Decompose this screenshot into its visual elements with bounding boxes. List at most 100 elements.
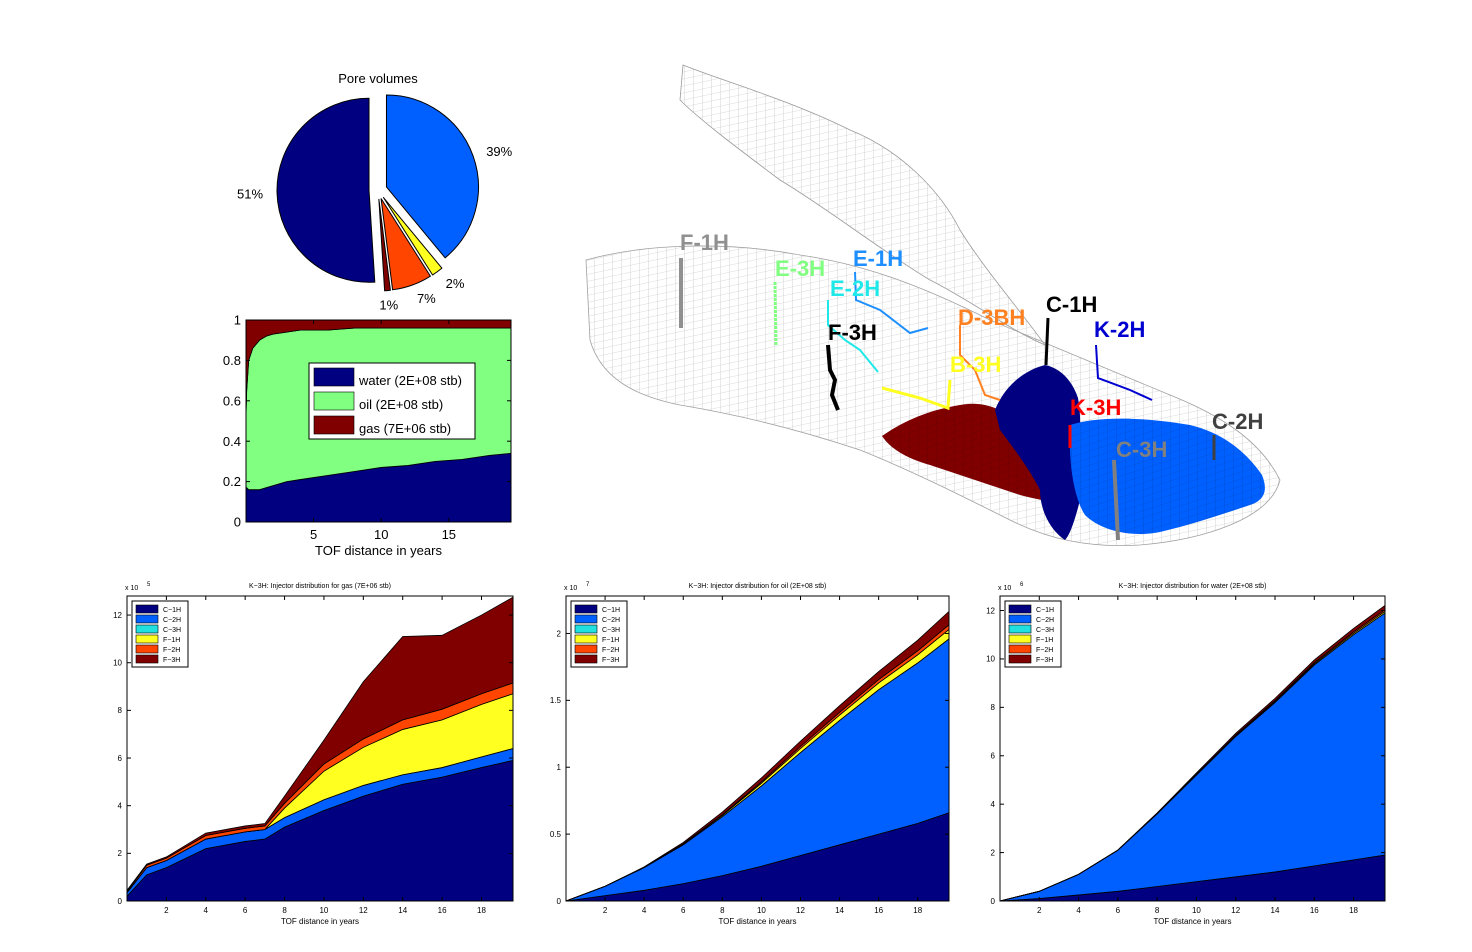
oil-legend-swatch-2 — [574, 624, 598, 634]
oil-legend-label-0: C−1H — [602, 607, 620, 614]
gas-legend-label-0: C−1H — [163, 607, 181, 614]
water-ytick-label-1: 2 — [991, 848, 996, 857]
water-ytick-label-6: 12 — [986, 606, 995, 615]
water-xtick-label-0: 2 — [1037, 906, 1042, 915]
frac-ytick-label-5: 1 — [234, 313, 241, 328]
well-label-e2h: E-2H — [830, 276, 880, 301]
oil-xtick-label-4: 10 — [757, 906, 766, 915]
pie-slice-4 — [378, 198, 391, 292]
oil-xtick-label-3: 8 — [720, 906, 725, 915]
water-legend-swatch-3 — [1008, 634, 1032, 644]
water-legend-swatch-5 — [1008, 654, 1032, 664]
frac-xtick-label-1: 10 — [374, 527, 388, 542]
pie-slice-1 — [385, 94, 479, 259]
oil-legend-label-4: F−2H — [602, 647, 619, 654]
well-label-k3h: K-3H — [1070, 395, 1121, 420]
gas-legend-swatch-4 — [135, 644, 159, 654]
water-legend-label-5: F−3H — [1036, 657, 1053, 664]
water-legend-swatch-4 — [1008, 644, 1032, 654]
water-y-exponent: x 10 — [998, 585, 1011, 592]
oil-ytick-label-2: 1 — [557, 763, 562, 772]
gas-legend-swatch-1 — [135, 614, 159, 624]
water-xtick-label-8: 18 — [1349, 906, 1358, 915]
frac-ytick-label-3: 0.6 — [223, 393, 241, 408]
water-legend-swatch-1 — [1008, 614, 1032, 624]
frac-xtick-label-2: 15 — [442, 527, 456, 542]
gas-title: K−3H: Injector distribution for gas (7E+… — [249, 583, 391, 590]
gas-legend-label-4: F−2H — [163, 647, 180, 654]
pie-label-2: 2% — [446, 276, 465, 291]
gas-xtick-label-4: 10 — [319, 906, 328, 915]
oil-legend-label-5: F−3H — [602, 657, 619, 664]
water-axes-box — [999, 595, 1386, 902]
water-legend: C−1H C−2H C−3H F−1H F−2H F−3H — [1004, 600, 1062, 668]
oil-y-exponent: x 10 — [564, 585, 577, 592]
water-xtick-label-1: 4 — [1076, 906, 1081, 915]
gas-legend-label-3: F−1H — [163, 637, 180, 644]
oil-legend-label-2: C−3H — [602, 627, 620, 634]
oil-ytick-label-4: 2 — [557, 629, 562, 638]
gas-legend-label-2: C−3H — [163, 627, 181, 634]
oil-title: K−3H: Injector distribution for oil (2E+… — [689, 583, 827, 590]
oil-ytick-label-3: 1.5 — [550, 696, 562, 705]
frac-legend-swatch-2 — [313, 415, 355, 435]
oil-xtick-label-7: 16 — [874, 906, 883, 915]
well-path-b3h — [881, 379, 952, 411]
well-path-c3h — [1112, 459, 1120, 541]
well-label-c3h: C-3H — [1116, 437, 1167, 462]
frac-ytick-label-1: 0.2 — [223, 474, 241, 489]
well-path-k2h — [1095, 344, 1153, 401]
oil-legend-swatch-0 — [574, 604, 598, 614]
reservoir-3d-view: F-1H E-3H E-1H E-2H F-3H D-3BH C-1H K-2H… — [585, 64, 1281, 546]
water-region — [995, 365, 1081, 540]
well-label-c2h: C-2H — [1212, 409, 1263, 434]
gas-ytick-label-3: 6 — [118, 754, 123, 763]
frac-xlabel: TOF distance in years — [315, 543, 442, 558]
gas-region-mesh — [882, 403, 1080, 503]
gas-legend: C−1H C−2H C−3H F−1H F−2H F−3H — [131, 600, 189, 668]
gas-ytick-label-1: 2 — [118, 849, 123, 858]
gas-xtick-label-6: 14 — [398, 906, 407, 915]
frac-legend: water (2E+08 stb) oil (2E+08 stb) gas (7E+… — [308, 362, 476, 440]
water-title: K−3H: Injector distribution for water (2… — [1119, 583, 1267, 590]
frac-legend-swatch-1 — [313, 391, 355, 411]
water-xtick-label-5: 12 — [1231, 906, 1240, 915]
gas-xtick-label-7: 16 — [438, 906, 447, 915]
water-xtick-label-2: 6 — [1116, 906, 1121, 915]
pie-slice-2 — [382, 196, 443, 276]
oil-xtick-label-6: 14 — [835, 906, 844, 915]
oil-legend: C−1H C−2H C−3H F−1H F−2H F−3H — [570, 600, 628, 668]
well-label-e3h: E-3H — [775, 256, 825, 281]
well-label-k2h: K-2H — [1094, 317, 1145, 342]
gas-legend-swatch-2 — [135, 624, 159, 634]
frac-legend-swatch-0 — [313, 367, 355, 387]
gas-ytick-label-2: 4 — [118, 801, 123, 810]
well-label-f1h: F-1H — [680, 230, 729, 255]
gas-ytick-label-5: 10 — [113, 659, 122, 668]
pie-slice-0 — [276, 97, 376, 283]
oil-xtick-label-1: 4 — [642, 906, 647, 915]
water-ytick-label-5: 10 — [986, 655, 995, 664]
pie-slice-3 — [380, 198, 432, 291]
oil-legend-label-1: C−2H — [602, 617, 620, 624]
frac-ytick-label-0: 0 — [234, 515, 241, 530]
well-path-d3bh — [959, 325, 1001, 401]
oil-xtick-label-8: 18 — [913, 906, 922, 915]
frac-legend-label-0: water (2E+08 stb) — [358, 373, 462, 388]
well-label-f3h: F-3H — [828, 320, 877, 345]
gas-y-exponent-power: 5 — [147, 582, 151, 588]
well-path-e3h — [773, 281, 778, 346]
gas-ytick-label-0: 0 — [118, 897, 123, 906]
well-path-e2h — [827, 300, 879, 373]
pore-volumes-pie-chart: Pore volumes 51% 39% 2% 7% 1% — [237, 71, 513, 312]
water-legend-label-4: F−2H — [1036, 647, 1053, 654]
well-path-f3h — [826, 344, 840, 411]
well-path-c1h — [1044, 317, 1050, 366]
oil-legend-swatch-4 — [574, 644, 598, 654]
gas-ytick-label-6: 12 — [113, 611, 122, 620]
gas-legend-swatch-0 — [135, 604, 159, 614]
oil-legend-swatch-3 — [574, 634, 598, 644]
oil-xtick-label-0: 2 — [603, 906, 608, 915]
